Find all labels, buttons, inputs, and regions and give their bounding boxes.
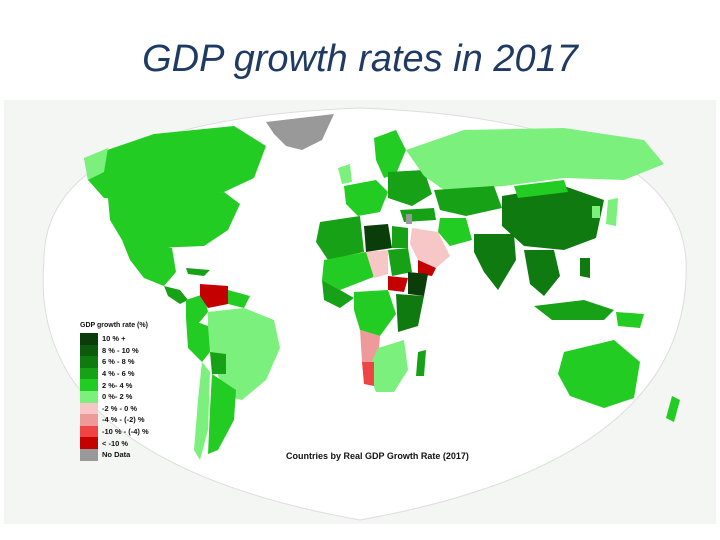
alaska xyxy=(84,148,108,180)
world-map-frame: GDP growth rate (%) 10 % +8 % - 10 % 6 % … xyxy=(4,100,716,524)
yemen xyxy=(418,260,436,276)
cuba xyxy=(186,268,210,276)
sudan xyxy=(388,248,412,276)
new-zealand xyxy=(666,396,680,422)
bolivia xyxy=(210,352,226,374)
legend-item: 6 % - 8 % xyxy=(80,356,200,368)
legend-swatch xyxy=(80,356,98,368)
legend-swatch xyxy=(80,402,98,415)
peru xyxy=(186,318,210,362)
legend-swatch xyxy=(80,367,98,380)
venezuela xyxy=(200,284,228,308)
papua xyxy=(616,312,644,328)
legend-swatch xyxy=(80,390,98,403)
chad xyxy=(366,250,388,278)
korea xyxy=(592,206,600,218)
legend-swatch xyxy=(80,344,98,357)
guianas xyxy=(228,290,250,308)
legend-label: 2 %- 4 % xyxy=(102,380,133,390)
usa xyxy=(108,192,240,248)
israel xyxy=(406,214,412,224)
russia xyxy=(406,128,664,190)
legend-item: 2 %- 4 % xyxy=(80,379,200,391)
legend-item: -10 % - (-4) % xyxy=(80,425,200,438)
legend-item: 4 % - 6 % xyxy=(80,367,200,380)
sahel xyxy=(322,252,376,290)
argentina xyxy=(208,374,236,454)
legend-item: -2 % - 0 % xyxy=(80,402,200,415)
turkey xyxy=(400,208,436,222)
scandinavia xyxy=(374,130,406,178)
iran xyxy=(438,218,472,246)
legend-label: -4 % - (-2) % xyxy=(102,415,145,425)
legend-label: 6 % - 8 % xyxy=(102,357,135,367)
legend-label: -10 % - (-4) % xyxy=(102,427,149,437)
southern-africa xyxy=(368,340,408,392)
legend-label: < -10 % xyxy=(102,438,129,448)
eastern-europe xyxy=(388,170,432,206)
uk xyxy=(338,164,352,184)
east-africa xyxy=(396,294,424,332)
china xyxy=(502,186,604,250)
legend-label: 8 % - 10 % xyxy=(102,345,139,355)
mongolia xyxy=(514,180,568,198)
central-africa xyxy=(354,290,396,336)
legend-label: 0 %- 2 % xyxy=(102,392,133,402)
legend-item: 8 % - 10 % xyxy=(80,344,200,357)
philippines xyxy=(580,258,590,278)
legend-swatch xyxy=(80,425,98,438)
mexico xyxy=(122,240,176,286)
map-legend: GDP growth rate (%) 10 % +8 % - 10 % 6 % … xyxy=(80,322,200,461)
legend-label: 10 % + xyxy=(102,334,126,344)
legend-title: GDP growth rate (%) xyxy=(80,322,148,329)
legend-label: No Data xyxy=(102,450,131,460)
legend-item: 10 % + xyxy=(80,333,200,345)
canada xyxy=(84,126,266,200)
brazil xyxy=(208,308,280,400)
colombia xyxy=(186,294,208,324)
world-map xyxy=(42,107,687,521)
legend-item: -4 % - (-2) % xyxy=(80,414,200,426)
legend-label: -2 % - 0 % xyxy=(102,403,138,413)
legend-item: < -10 % xyxy=(80,437,200,449)
south-sudan xyxy=(388,276,408,292)
legend-item: No Data xyxy=(80,448,200,461)
india xyxy=(474,234,516,290)
legend-item: 0 %- 2 % xyxy=(80,390,200,403)
chile xyxy=(194,362,210,460)
map-caption: Countries by Real GDP Growth Rate (2017) xyxy=(286,451,469,461)
angola xyxy=(360,330,380,362)
greenland xyxy=(266,114,334,150)
ethiopia xyxy=(408,272,428,296)
legend-swatch xyxy=(80,414,98,426)
west-africa xyxy=(322,280,354,308)
kazakhstan xyxy=(434,186,502,216)
southeast-asia xyxy=(524,250,560,296)
egypt xyxy=(392,226,408,248)
western-europe xyxy=(344,180,388,216)
north-africa xyxy=(316,216,364,260)
central-america xyxy=(164,286,188,304)
legend-label: 4 % - 6 % xyxy=(102,369,135,379)
slide-title: GDP growth rates in 2017 xyxy=(142,38,578,80)
madagascar xyxy=(416,350,426,376)
legend-swatch xyxy=(80,437,98,449)
indonesia xyxy=(534,300,614,320)
libya xyxy=(364,224,392,252)
australia xyxy=(558,340,640,408)
namibia xyxy=(362,362,374,386)
legend-swatch xyxy=(80,333,98,345)
legend-swatch xyxy=(80,448,98,461)
legend-swatch xyxy=(80,379,98,391)
saudi-arabia xyxy=(410,228,450,268)
japan xyxy=(606,198,618,226)
